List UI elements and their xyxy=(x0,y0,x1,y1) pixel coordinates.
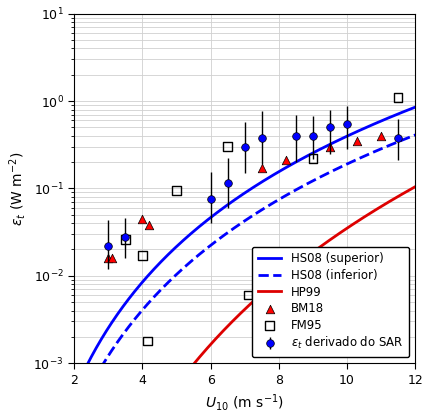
HS08 (inferior) xyxy=(242,219,247,224)
FM95 xyxy=(144,337,151,344)
FM95 xyxy=(395,94,402,101)
BM18 xyxy=(105,255,112,261)
FM95 xyxy=(224,143,231,150)
FM95 xyxy=(173,187,180,194)
FM95 xyxy=(310,155,316,162)
HS08 (superior) xyxy=(244,189,249,194)
Legend: HS08 (superior), HS08 (inferior), HP99, BM18, FM95, $\epsilon_t$ derivado do SAR: HS08 (superior), HS08 (inferior), HP99, … xyxy=(252,247,409,357)
HS08 (superior) xyxy=(421,101,426,106)
HS08 (superior) xyxy=(365,124,370,129)
BM18 xyxy=(146,222,153,228)
BM18 xyxy=(139,215,146,222)
HS08 (inferior) xyxy=(71,418,77,420)
FM95 xyxy=(245,292,252,299)
HS08 (superior) xyxy=(71,390,77,395)
HP99 xyxy=(244,305,249,310)
HS08 (superior) xyxy=(285,164,290,169)
BM18 xyxy=(326,143,333,150)
BM18 xyxy=(378,132,384,139)
Line: HS08 (superior): HS08 (superior) xyxy=(74,101,430,393)
HS08 (superior) xyxy=(242,191,247,196)
HS08 (inferior) xyxy=(421,129,426,134)
HS08 (inferior) xyxy=(365,152,370,157)
Line: HS08 (inferior): HS08 (inferior) xyxy=(74,129,430,420)
BM18 xyxy=(258,165,265,172)
FM95 xyxy=(122,236,129,243)
BM18 xyxy=(108,255,115,261)
HP99 xyxy=(265,286,270,291)
Y-axis label: $\epsilon_t$ (W m$^{-2}$): $\epsilon_t$ (W m$^{-2}$) xyxy=(7,151,28,226)
BM18 xyxy=(354,137,361,144)
HP99 xyxy=(285,270,290,275)
HS08 (inferior) xyxy=(244,217,249,222)
Line: HP99: HP99 xyxy=(74,178,430,420)
HS08 (superior) xyxy=(265,176,270,181)
X-axis label: $U_{10}$ (m s$^{-1}$): $U_{10}$ (m s$^{-1}$) xyxy=(205,392,284,413)
HP99 xyxy=(365,213,370,218)
BM18 xyxy=(282,157,289,164)
HS08 (inferior) xyxy=(265,204,270,209)
HS08 (inferior) xyxy=(285,192,290,197)
FM95 xyxy=(139,252,146,259)
HP99 xyxy=(242,307,247,312)
HP99 xyxy=(421,180,426,185)
